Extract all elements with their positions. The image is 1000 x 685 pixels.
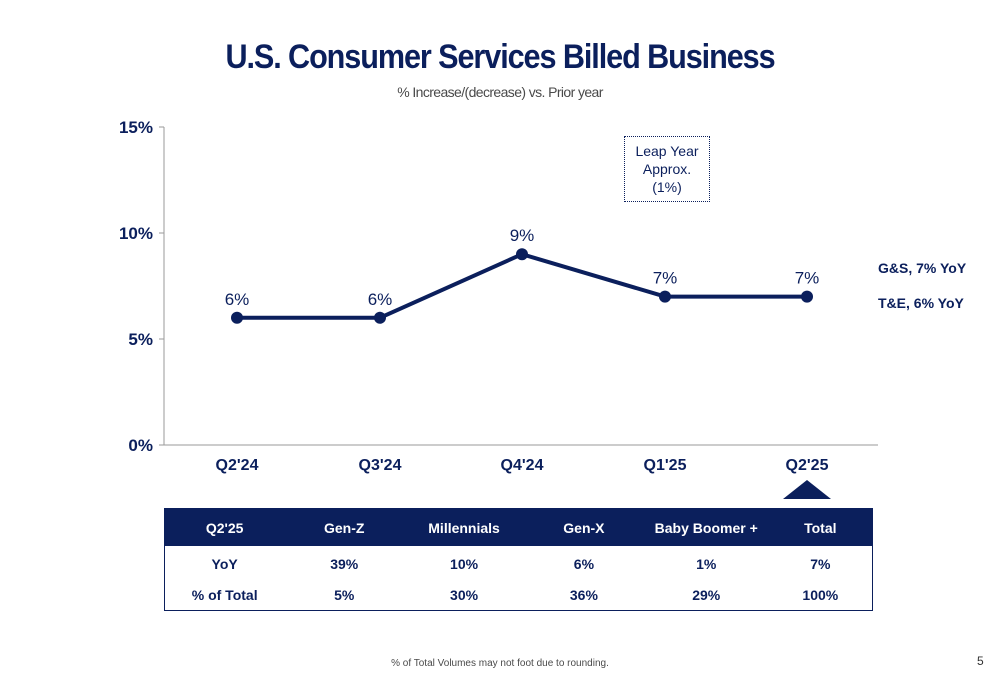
table-cell: 100%	[802, 586, 839, 603]
table-header: Gen-X	[524, 508, 644, 546]
series-line	[237, 252, 807, 320]
x-tick-label: Q4'24	[501, 457, 544, 474]
y-tick-label: 5%	[128, 330, 153, 349]
table-cell: % of Total	[191, 586, 258, 603]
table-cell: 5%	[334, 586, 355, 603]
data-label: 6%	[368, 290, 393, 309]
current-quarter-marker	[783, 480, 831, 499]
table-cell: 10%	[450, 555, 479, 572]
table-header: Baby Boomer +	[643, 508, 769, 546]
callout-line-3: (1%)	[652, 179, 682, 195]
data-point	[801, 290, 813, 303]
table-cell: 1%	[696, 555, 717, 572]
y-tick-label: 10%	[119, 224, 153, 243]
data-point	[516, 248, 528, 261]
table-cell: YoY	[211, 555, 238, 572]
gs-yoy-label: G&S, 7% YoY	[878, 260, 967, 276]
data-point	[659, 290, 671, 303]
table-header: Q2'25	[164, 508, 285, 546]
x-tick-label: Q3'24	[359, 457, 402, 474]
y-tick-label: 0%	[128, 436, 153, 455]
data-label: 7%	[653, 269, 678, 288]
leap-year-callout: Leap Year Approx. (1%)	[624, 136, 710, 202]
table-cell: 39%	[330, 555, 359, 572]
table-row: % of Total 5% 30% 36% 29% 100%	[165, 579, 873, 611]
table-cell: 30%	[450, 586, 479, 603]
generation-table: Q2'25 Gen-Z Millennials Gen-X Baby Boome…	[164, 508, 873, 611]
table-cell: 6%	[573, 555, 595, 572]
data-label: 9%	[510, 226, 535, 245]
table-header-row: Q2'25 Gen-Z Millennials Gen-X Baby Boome…	[164, 508, 873, 546]
table-cell: 36%	[569, 586, 598, 603]
callout-line-2: Approx.	[642, 161, 692, 177]
te-yoy-label: T&E, 6% YoY	[878, 295, 964, 311]
data-point	[374, 311, 386, 324]
table-header: Total	[768, 508, 873, 546]
table-row: YoY 39% 10% 6% 1% 7%	[165, 546, 873, 579]
x-tick-label: Q2'24	[216, 457, 259, 474]
data-label: 7%	[795, 269, 820, 288]
table-header: Millennials	[404, 508, 524, 546]
x-tick-label: Q2'25	[786, 457, 829, 474]
page-title: U.S. Consumer Services Billed Business	[225, 38, 775, 76]
data-label: 6%	[225, 290, 250, 309]
table-header: Gen-Z	[284, 508, 405, 546]
page-number: 5	[977, 654, 984, 668]
x-tick-label: Q1'25	[644, 457, 687, 474]
y-tick-label: 15%	[119, 118, 153, 137]
callout-line-1: Leap Year	[635, 143, 699, 159]
table-cell: 29%	[692, 586, 721, 603]
data-point	[231, 311, 243, 324]
footnote: % of Total Volumes may not foot due to r…	[391, 658, 609, 669]
table-cell: 7%	[810, 555, 831, 572]
chart-subtitle: % Increase/(decrease) vs. Prior year	[397, 84, 603, 100]
